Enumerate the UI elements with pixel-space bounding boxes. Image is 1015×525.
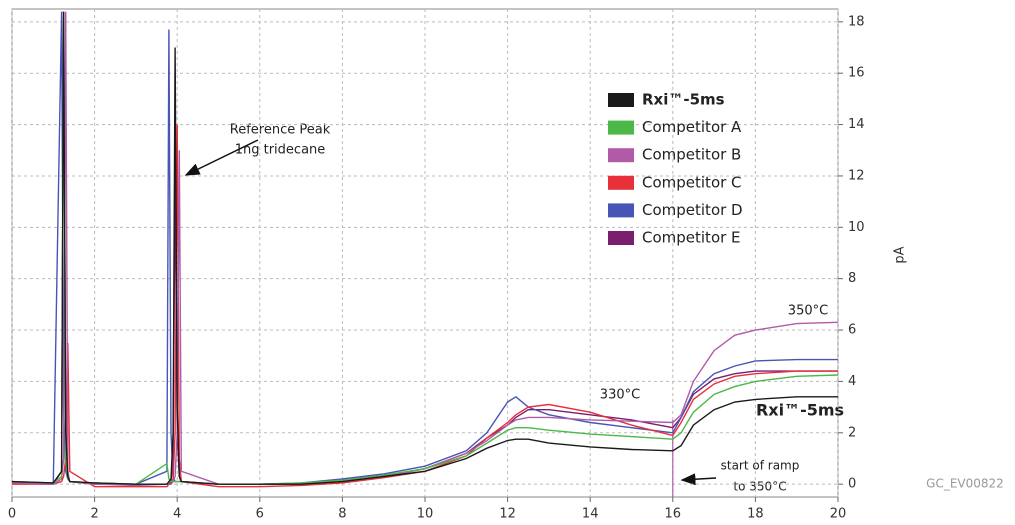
annotation: 350°C <box>788 304 828 319</box>
x-tick-label: 0 <box>8 507 16 522</box>
legend-swatch <box>608 203 634 218</box>
annotation: to 350°C <box>733 480 786 494</box>
legend-label: Competitor A <box>642 118 742 136</box>
y-tick-label: 4 <box>848 374 856 389</box>
y-tick-label: 12 <box>848 168 865 183</box>
legend-swatch <box>608 231 634 245</box>
x-tick-label: 4 <box>173 507 181 522</box>
x-tick-label: 16 <box>665 507 682 522</box>
x-tick-label: 12 <box>499 507 516 522</box>
legend-label: Competitor D <box>642 201 743 219</box>
x-tick-label: 20 <box>830 507 847 522</box>
y-tick-label: 14 <box>848 117 865 132</box>
x-tick-label: 8 <box>338 507 346 522</box>
arrow <box>184 139 259 176</box>
legend-label: Competitor E <box>642 229 741 247</box>
y-tick-label: 10 <box>848 220 865 235</box>
y-tick-label: 16 <box>848 66 865 81</box>
x-tick-label: 14 <box>582 507 599 522</box>
y-tick-label: 0 <box>848 477 856 492</box>
annotation: 1ng tridecane <box>235 143 326 158</box>
legend-swatch <box>608 175 634 190</box>
legend-label: Competitor B <box>642 146 741 164</box>
y-tick-label: 18 <box>848 14 865 29</box>
annotation: Reference Peak <box>230 123 331 138</box>
series-line <box>11 11 838 485</box>
arrow <box>680 473 717 486</box>
y-axis-label: pA <box>893 246 908 263</box>
y-tick-label: 2 <box>848 425 856 440</box>
legend-label: Competitor C <box>642 173 742 191</box>
annotation: 330°C <box>600 388 640 403</box>
legend-swatch <box>608 148 634 163</box>
legend-swatch <box>608 93 634 107</box>
annotation: Rxi™-5ms <box>756 401 844 420</box>
x-tick-label: 18 <box>747 507 764 522</box>
legend-label: Rxi™-5ms <box>642 91 725 109</box>
legend-swatch <box>608 120 634 135</box>
annotation: start of ramp <box>721 459 800 473</box>
y-tick-label: 6 <box>848 323 856 338</box>
figure-id: GC_EV00822 <box>926 477 1004 491</box>
series-line <box>12 124 838 488</box>
x-tick-label: 10 <box>417 507 434 522</box>
x-tick-label: 2 <box>90 507 98 522</box>
x-tick-label: 6 <box>256 507 264 522</box>
y-tick-label: 8 <box>848 271 856 286</box>
